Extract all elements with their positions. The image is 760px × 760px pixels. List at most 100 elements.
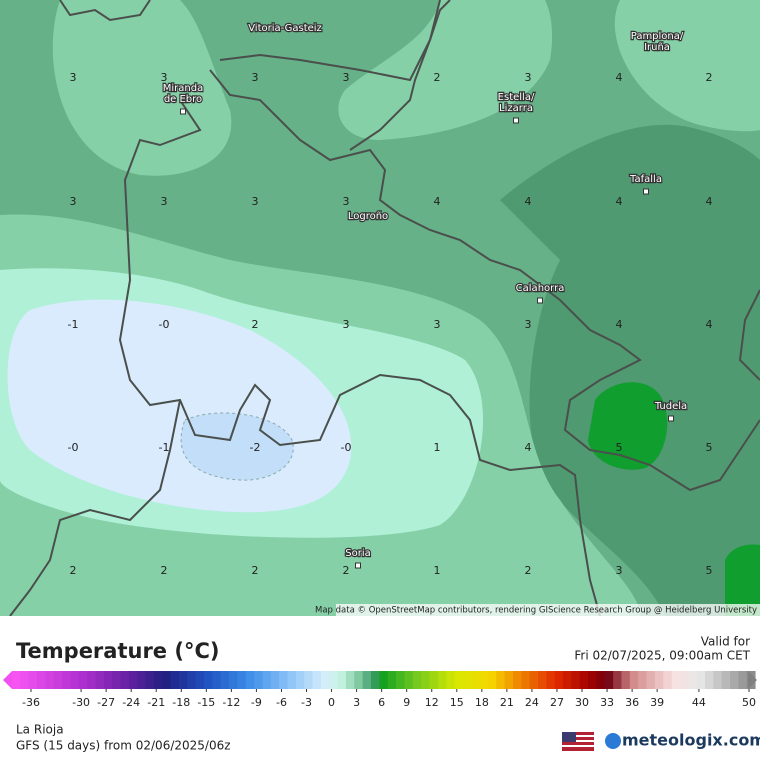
map: Map data © OpenStreetMap contributors, r… [0, 0, 760, 616]
scale-swatch [379, 671, 389, 689]
contour-neg2 [180, 412, 294, 481]
scale-swatch [679, 671, 689, 689]
grid-value: 3 [525, 71, 532, 84]
contour-4 [500, 124, 760, 616]
grid-value: 3 [161, 195, 168, 208]
scale-label: 3 [353, 696, 360, 709]
grid-value: 2 [70, 564, 77, 577]
scale-swatch [304, 671, 314, 689]
scale-swatch [696, 671, 706, 689]
scale-swatch [396, 671, 405, 689]
grid-value: -1 [159, 441, 170, 454]
scale-swatch [663, 671, 673, 689]
scale-label: -27 [97, 696, 115, 709]
scale-swatch [621, 671, 631, 689]
scale-swatch [103, 671, 113, 689]
city-marker [355, 562, 361, 569]
city-marker [180, 108, 186, 115]
scale-swatch [62, 671, 71, 689]
grid-value: -1 [68, 318, 79, 331]
city-label: Vitoria-Gasteiz [248, 23, 322, 34]
grid-value: 2 [252, 564, 259, 577]
scale-swatch [479, 671, 489, 689]
border [349, 0, 441, 151]
scale-swatch [529, 671, 539, 689]
scale-swatch [638, 671, 648, 689]
scale-swatch [671, 671, 681, 689]
grid-value: 1 [434, 441, 441, 454]
scale-swatch [53, 671, 63, 689]
scale-label: 9 [403, 696, 410, 709]
grid-value: 3 [525, 318, 532, 331]
scale-swatch [320, 671, 330, 689]
scale-label: -18 [172, 696, 190, 709]
grid-value: 5 [616, 441, 623, 454]
border [9, 399, 181, 616]
scale-swatch [187, 671, 197, 689]
scale-swatch [162, 671, 172, 689]
scale-swatch [546, 671, 556, 689]
scale-label: 39 [650, 696, 664, 709]
scale-label: -30 [72, 696, 90, 709]
scale-swatch [604, 671, 614, 689]
grid-value: 2 [525, 564, 532, 577]
scale-swatch [646, 671, 656, 689]
scale-swatch [588, 671, 597, 689]
scale-swatch [354, 671, 364, 689]
border [219, 0, 451, 82]
grid-value: 2 [434, 71, 441, 84]
grid-value: 3 [343, 195, 350, 208]
attribution-bg [336, 604, 760, 616]
scale-swatch [437, 671, 447, 689]
scale-label: 12 [425, 696, 439, 709]
scale-label: -24 [122, 696, 140, 709]
scale-swatch [654, 671, 664, 689]
scale-swatch [95, 671, 105, 689]
scale-swatch [721, 671, 731, 689]
scale-swatch [629, 671, 639, 689]
scale-swatch [387, 671, 397, 689]
city-label: Lizarra [499, 103, 533, 114]
grid-value: 5 [706, 564, 713, 577]
grid-value: 3 [252, 71, 259, 84]
grid-value: 3 [343, 71, 350, 84]
scale-swatch [371, 671, 380, 689]
grid-value: 3 [70, 195, 77, 208]
logo[interactable]: meteologix.com [622, 731, 760, 750]
scale-label: 27 [550, 696, 564, 709]
flag [562, 732, 594, 751]
scale-swatch [429, 671, 439, 689]
grid-value: -0 [341, 441, 352, 454]
contour-2d [338, 0, 553, 140]
title: Temperature (°C) [16, 639, 219, 663]
city-label: de Ebro [164, 94, 202, 105]
grid-value: 3 [252, 195, 259, 208]
region: La Rioja [16, 723, 64, 737]
scale-label: -9 [251, 696, 262, 709]
grid-value: 4 [434, 195, 441, 208]
scale-arrow [748, 671, 757, 689]
scale-swatch [713, 671, 723, 689]
scale-swatch [512, 671, 522, 689]
logo-icon [605, 733, 621, 749]
scale-swatch [112, 671, 122, 689]
scale-label: 36 [625, 696, 639, 709]
contour-2e [614, 0, 760, 132]
scale-swatch [70, 671, 80, 689]
scale-swatch [87, 671, 96, 689]
scale-swatch [554, 671, 564, 689]
grid-value: 3 [434, 318, 441, 331]
scale-swatch [345, 671, 355, 689]
scale-swatch [78, 671, 88, 689]
scale-swatch [254, 671, 263, 689]
scale-label: -12 [222, 696, 240, 709]
scale-label: 30 [575, 696, 589, 709]
grid-value: 4 [706, 318, 713, 331]
scale-swatch [45, 671, 55, 689]
border [59, 0, 151, 22]
city-marker [668, 415, 674, 422]
scale-swatch [12, 671, 21, 689]
valid-time: Fri 02/07/2025, 09:00am CET [574, 649, 750, 663]
contour-5 [588, 382, 668, 470]
